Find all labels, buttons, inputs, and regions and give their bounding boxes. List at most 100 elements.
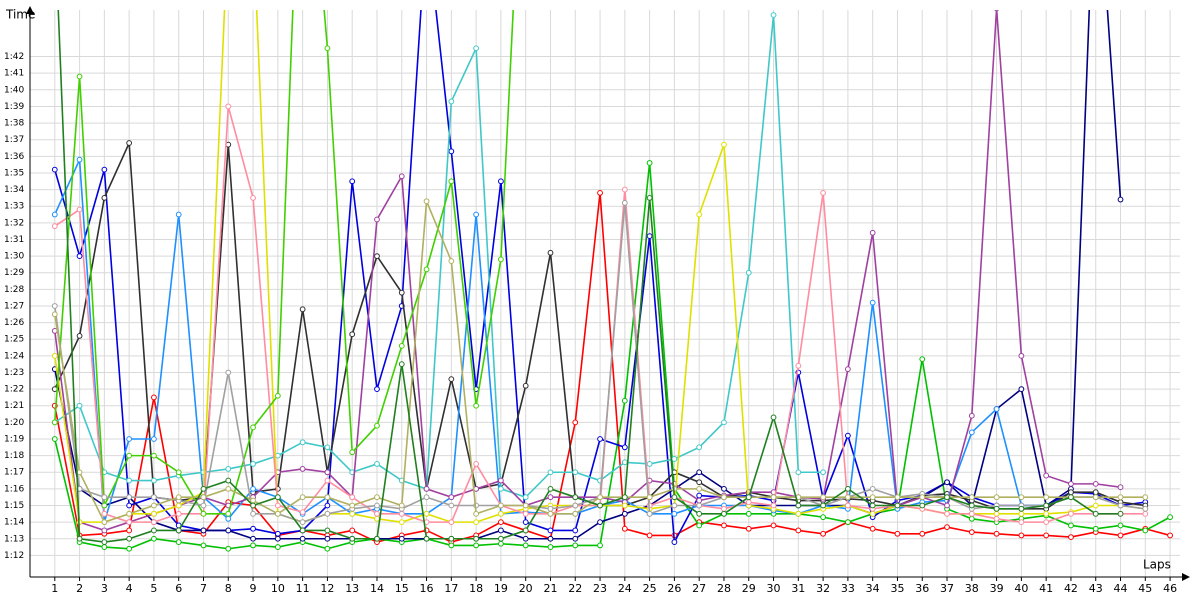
lap-marker [374,502,380,509]
lap-marker [1142,505,1149,512]
lap-marker [1043,532,1050,539]
x-tick-label: 41 [1039,582,1053,595]
lap-marker [101,527,108,534]
lap-marker [225,515,232,522]
lap-marker [1117,532,1124,539]
lap-marker [51,223,58,230]
lap-marker [944,510,950,517]
lap-marker [324,469,331,476]
y-tick-label: 1:17 [4,468,24,478]
lap-marker [498,540,504,547]
y-tick-label: 1:15 [4,501,24,511]
y-tick-label: 1:28 [4,285,24,295]
x-tick-label: 46 [1163,582,1177,595]
lap-marker [349,510,356,517]
lap-marker [398,342,405,349]
lap-marker [473,211,480,218]
lap-marker [374,494,380,501]
lap-marker [1142,510,1149,517]
lap-marker [151,502,157,509]
lap-marker [398,519,405,526]
x-tick-label: 16 [420,582,434,595]
lap-marker [646,233,653,240]
lap-marker [572,494,579,501]
lap-marker [473,402,480,409]
lap-marker [572,469,579,476]
lap-marker [175,510,182,517]
lap-marker [621,397,628,404]
lap-marker [374,216,380,223]
lap-marker [175,539,182,545]
lap-marker [274,494,281,501]
lap-marker [646,494,653,501]
lap-marker [398,361,405,368]
lap-marker [374,510,380,517]
lap-marker [1092,525,1099,532]
lap-marker [423,535,430,542]
lap-marker [76,156,83,163]
x-tick-label: 14 [370,582,384,595]
lap-marker [968,429,975,436]
lap-marker [101,494,108,501]
lap-marker [498,485,504,492]
lap-marker [51,211,58,218]
lap-marker [250,497,256,504]
lap-marker [498,527,504,534]
lap-marker [944,494,950,501]
lap-marker [820,469,827,476]
lap-marker [76,73,83,80]
lap-marker [944,479,950,486]
y-tick-label: 1:36 [4,152,24,162]
lap-marker [770,414,777,421]
lap-marker [1092,480,1099,487]
lap-marker [175,502,182,509]
lap-marker [398,510,405,517]
lap-marker [398,535,405,542]
lap-marker [621,525,628,532]
lap-marker [1018,532,1025,539]
lap-marker [225,510,232,517]
x-axis-title: Laps [1143,558,1171,572]
lap-marker [299,527,306,534]
lap-marker [448,502,455,509]
y-tick-label: 1:19 [4,434,24,444]
lap-marker [621,510,628,517]
lap-marker [101,544,108,550]
lap-marker [299,306,306,313]
lap-marker [1018,494,1025,501]
lap-marker [175,494,182,501]
lap-marker [646,510,653,517]
lap-marker [696,502,703,509]
lap-marker [696,469,703,476]
x-tick-label: 15 [395,582,409,595]
lap-marker [374,386,380,393]
lap-marker [646,461,653,467]
x-tick-label: 13 [345,582,359,595]
lap-marker [721,419,727,426]
y-tick-label: 1:18 [4,451,24,461]
lap-marker [572,510,579,517]
lap-marker [423,510,430,517]
lap-marker [448,535,455,542]
lap-marker [572,542,579,549]
lap-marker [175,527,182,534]
lap-marker [547,494,554,501]
lap-marker [51,311,58,318]
lap-marker [522,510,529,517]
lap-marker [473,519,480,526]
lap-marker [374,253,380,259]
lap-marker [151,510,157,517]
lap-marker [597,494,603,501]
plot-area [51,10,1173,552]
lap-marker [274,510,281,517]
lap-marker [795,469,802,476]
y-tick-label: 1:26 [4,318,24,328]
x-tick-label: 18 [469,582,483,595]
x-tick-label: 9 [250,582,257,595]
lap-marker [869,502,876,509]
lap-marker [547,544,554,550]
y-tick-label: 1:40 [4,85,24,95]
lap-marker [1117,484,1124,491]
lap-marker [51,352,58,359]
